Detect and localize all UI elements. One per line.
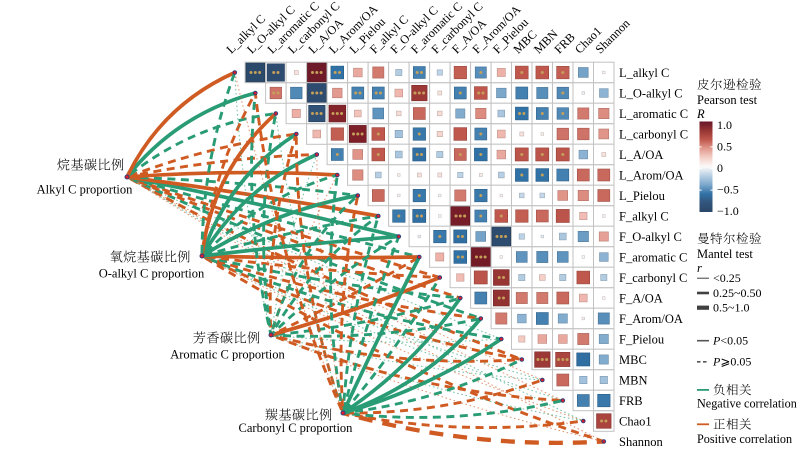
svg-text:F_aromatic C: F_aromatic C <box>619 250 687 264</box>
svg-text:L_alkyl C: L_alkyl C <box>619 66 669 80</box>
svg-text:L_carbonyl C: L_carbonyl C <box>619 127 688 141</box>
svg-text:F_Pielou: F_Pielou <box>619 332 665 346</box>
svg-text:−0.5: −0.5 <box>717 183 739 197</box>
svg-text:F_Arom/OA: F_Arom/OA <box>619 312 683 326</box>
svg-text:L_aromatic C: L_aromatic C <box>619 107 688 121</box>
svg-text:−1.0: −1.0 <box>717 204 739 218</box>
svg-text:Negative correlation: Negative correlation <box>697 397 797 411</box>
svg-text:F_alkyl C: F_alkyl C <box>619 209 669 223</box>
svg-text:Pearson test: Pearson test <box>697 93 758 107</box>
svg-text:P⩾0.05: P⩾0.05 <box>712 355 751 369</box>
svg-text:L_Pielou: L_Pielou <box>619 189 666 203</box>
svg-text:F_A/OA: F_A/OA <box>619 291 663 305</box>
svg-text:F_O-alkyl C: F_O-alkyl C <box>619 230 682 244</box>
svg-text:Mantel test: Mantel test <box>697 247 753 261</box>
svg-text:Positive correlation: Positive correlation <box>697 432 792 446</box>
svg-text:MBN: MBN <box>619 373 647 387</box>
svg-text:R: R <box>696 107 705 121</box>
svg-text:0.5: 0.5 <box>717 139 732 153</box>
svg-text:L_A/OA: L_A/OA <box>619 148 663 162</box>
svg-text:r: r <box>697 261 702 275</box>
svg-text:Carbonyl C proportion: Carbonyl C proportion <box>239 421 354 435</box>
svg-text:0.5~1.0: 0.5~1.0 <box>713 301 750 315</box>
svg-text:Alkyl C proportion: Alkyl C proportion <box>37 183 134 197</box>
svg-text:0: 0 <box>717 161 723 175</box>
svg-text:F_carbonyl C: F_carbonyl C <box>619 271 687 285</box>
svg-text:Aromatic C proportion: Aromatic C proportion <box>170 348 285 362</box>
svg-text:O-alkyl C proportion: O-alkyl C proportion <box>99 267 205 281</box>
svg-text:0.25~0.50: 0.25~0.50 <box>713 286 762 300</box>
svg-text:1.0: 1.0 <box>717 118 732 132</box>
svg-text:MBC: MBC <box>619 353 647 367</box>
svg-text:L_O-alkyl C: L_O-alkyl C <box>619 86 683 100</box>
svg-text:P<0.05: P<0.05 <box>712 334 748 348</box>
svg-text:<0.25: <0.25 <box>713 271 741 285</box>
svg-text:Shannon: Shannon <box>619 435 664 449</box>
svg-text:Chao1: Chao1 <box>619 414 652 428</box>
svg-text:FRB: FRB <box>619 394 643 408</box>
svg-text:L_Arom/OA: L_Arom/OA <box>619 168 684 182</box>
